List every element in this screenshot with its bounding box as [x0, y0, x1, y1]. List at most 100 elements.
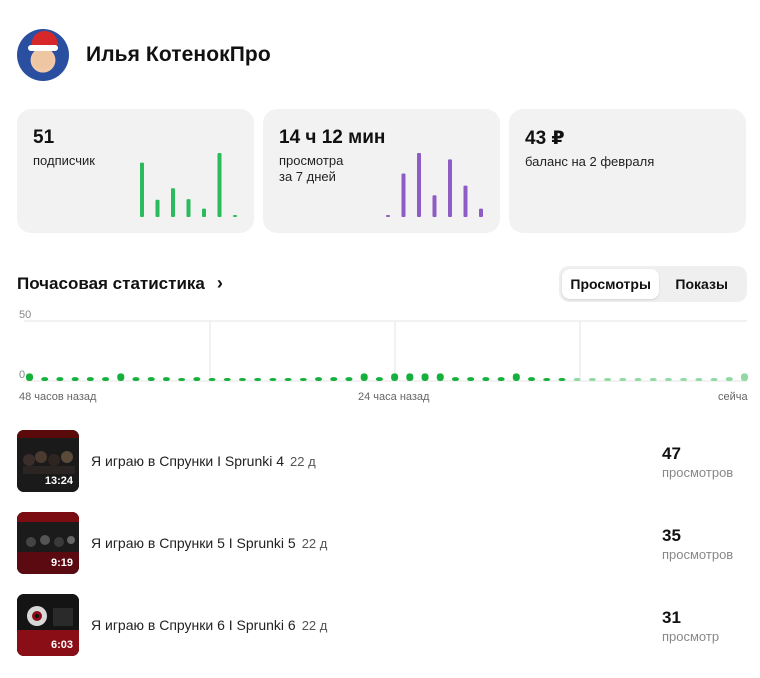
sparkline-bar — [186, 199, 191, 217]
video-title[interactable]: Я играю в Спрунки 5 I Sprunki 5 22 д — [91, 535, 328, 551]
hourly-bar — [497, 377, 505, 381]
video-thumbnail[interactable]: 6:03 — [17, 594, 79, 656]
tab-views[interactable]: Просмотры — [562, 269, 660, 299]
hourly-bar — [86, 377, 94, 381]
hourly-bar — [375, 377, 383, 381]
hourly-bar — [710, 378, 718, 381]
hourly-stats-link[interactable]: Почасовая статистика › — [17, 273, 223, 294]
hourly-bar — [193, 377, 201, 381]
sparkline-bar — [155, 199, 160, 217]
hourly-bar — [102, 377, 110, 381]
hourly-bar — [178, 378, 186, 381]
video-view-label: просмотр — [662, 629, 720, 644]
hourly-bar — [741, 373, 748, 381]
video-thumbnail[interactable]: 9:19 — [17, 512, 79, 574]
video-duration: 6:03 — [50, 639, 73, 651]
thumbnail-image — [17, 430, 79, 492]
hourly-bar — [543, 378, 551, 381]
hourly-chart: 50 0 48 часов назад 24 часа назад сейча — [0, 300, 760, 415]
hourly-bar — [436, 373, 444, 381]
hourly-bar — [132, 377, 140, 381]
sparkline-bar — [386, 215, 390, 217]
video-thumbnail[interactable]: 13:24 — [17, 430, 79, 492]
sparkline-bar — [417, 153, 421, 217]
hourly-bar — [360, 373, 368, 381]
sparkline-bar — [202, 208, 206, 217]
video-duration: 9:19 — [50, 557, 73, 569]
stats-cards: 51 подписчик 14 ч 12 мин просмотра за 7 д… — [17, 109, 746, 233]
channel-name: Илья КотенокПро — [86, 43, 271, 66]
hourly-bar — [558, 378, 566, 381]
hourly-bar — [391, 373, 399, 381]
sparkline-bar — [432, 195, 437, 217]
sparkline-bar — [479, 208, 483, 217]
subscribers-card[interactable]: 51 подписчик — [17, 109, 254, 233]
sparkline-bar — [233, 215, 237, 217]
sparkline-bar — [140, 162, 144, 217]
hourly-bar — [512, 373, 520, 381]
hourly-bar — [147, 377, 155, 381]
x-tick-label: 24 часа назад — [358, 391, 430, 403]
video-view-count: 35 — [662, 526, 681, 545]
video-age: 22 д — [301, 618, 328, 633]
hourly-bar — [299, 378, 307, 381]
subscribers-sparkline — [140, 153, 237, 217]
chevron-right-icon: › — [216, 273, 223, 293]
hourly-bar — [421, 373, 429, 381]
hourly-bar — [619, 378, 627, 381]
hourly-bar — [56, 377, 64, 381]
video-row[interactable]: 6:03 Я играю в Спрунки 6 I Sprunki 6 22 д… — [17, 594, 747, 656]
balance-value: 43 ₽ — [525, 128, 565, 149]
metric-toggle: Просмотры Показы — [559, 266, 747, 302]
hourly-bar — [680, 378, 688, 381]
hourly-bar — [26, 373, 33, 381]
video-age: 22 д — [301, 536, 328, 551]
hourly-bar — [315, 377, 323, 381]
hourly-bar — [664, 378, 672, 381]
hourly-bar — [162, 377, 170, 381]
avatar[interactable] — [17, 29, 69, 81]
video-duration: 13:24 — [44, 475, 73, 487]
views-card[interactable]: 14 ч 12 мин просмотра за 7 дней — [263, 109, 500, 233]
video-title[interactable]: Я играю в Спрунки I Sprunki 4 22 д — [91, 453, 316, 469]
y-tick-label: 50 — [19, 309, 31, 321]
hourly-bar — [467, 377, 475, 381]
hourly-bar — [573, 378, 581, 381]
hourly-bar — [284, 378, 292, 381]
hourly-bar — [482, 377, 490, 381]
sparkline-bar — [217, 153, 222, 217]
profile-header: Илья КотенокПро — [17, 29, 271, 81]
subscribers-label: подписчик — [33, 153, 95, 168]
thumbnail-image — [17, 512, 79, 574]
video-age: 22 д — [290, 454, 316, 469]
hourly-bar — [71, 377, 79, 381]
hourly-bar — [649, 378, 657, 381]
hourly-bar — [604, 378, 612, 381]
tab-impressions[interactable]: Показы — [675, 276, 728, 292]
x-tick-label: 48 часов назад — [19, 391, 97, 403]
balance-label: баланс на 2 февраля — [525, 154, 655, 169]
video-view-count: 31 — [662, 608, 681, 627]
hourly-bar — [269, 378, 277, 381]
sparkline-bar — [448, 159, 452, 217]
hourly-bar — [117, 373, 125, 381]
hourly-bar — [41, 377, 49, 381]
video-view-label: просмотров — [662, 547, 734, 562]
views-label: просмотра за 7 дней — [279, 153, 344, 184]
thumbnail-image — [17, 594, 79, 656]
hourly-bar — [725, 377, 733, 381]
balance-card[interactable]: 43 ₽ баланс на 2 февраля — [509, 109, 746, 233]
video-title[interactable]: Я играю в Спрунки 6 I Sprunki 6 22 д — [91, 617, 328, 633]
hourly-bar — [345, 377, 353, 381]
hourly-bar — [330, 377, 338, 381]
hourly-bar — [208, 378, 216, 381]
video-view-count: 47 — [662, 444, 681, 463]
subscribers-value: 51 — [33, 127, 55, 148]
views-sparkline — [386, 153, 483, 217]
hourly-bar — [406, 373, 414, 381]
hourly-bar — [588, 378, 596, 381]
views-value: 14 ч 12 мин — [279, 127, 386, 148]
video-row[interactable]: 13:24 Я играю в Спрунки I Sprunki 4 22 д … — [17, 430, 747, 492]
x-tick-label: сейча — [718, 391, 748, 403]
video-row[interactable]: 9:19 Я играю в Спрунки 5 I Sprunki 5 22 д… — [17, 512, 747, 574]
